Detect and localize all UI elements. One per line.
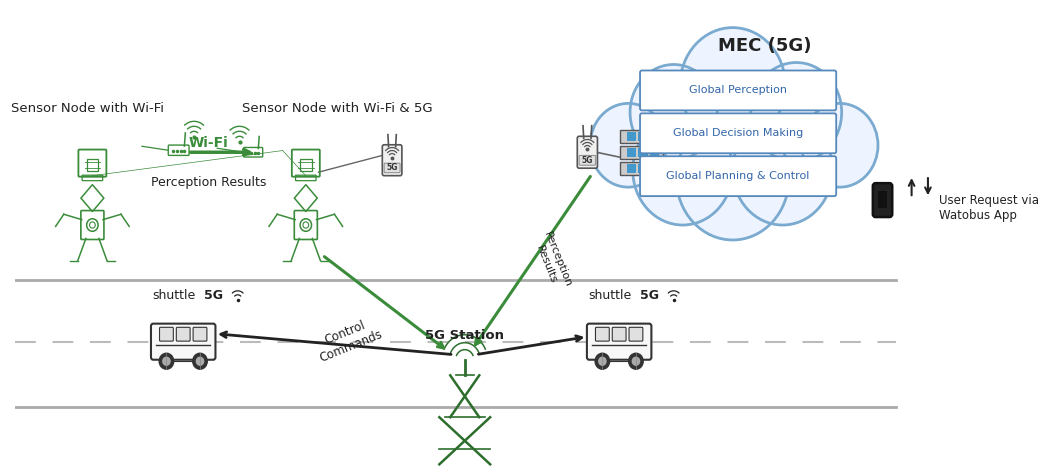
Text: 5G: 5G	[203, 289, 223, 302]
FancyBboxPatch shape	[650, 164, 659, 172]
Circle shape	[632, 357, 639, 365]
FancyBboxPatch shape	[638, 164, 648, 172]
FancyBboxPatch shape	[621, 146, 663, 159]
FancyBboxPatch shape	[612, 327, 626, 341]
Text: Perception Results: Perception Results	[150, 176, 266, 189]
Circle shape	[590, 103, 666, 187]
FancyBboxPatch shape	[587, 324, 652, 360]
Text: Wi-Fi: Wi-Fi	[189, 136, 228, 150]
Text: shuttle: shuttle	[152, 289, 196, 302]
Text: 5G: 5G	[582, 156, 593, 165]
FancyBboxPatch shape	[640, 70, 836, 110]
Circle shape	[630, 64, 718, 160]
Circle shape	[163, 357, 170, 365]
FancyBboxPatch shape	[193, 327, 207, 341]
Text: Global Decision Making: Global Decision Making	[673, 128, 803, 138]
Circle shape	[633, 115, 732, 225]
Text: MEC (5G): MEC (5G)	[718, 37, 811, 55]
Text: Global Planning & Control: Global Planning & Control	[666, 171, 809, 181]
Text: Global Perception: Global Perception	[689, 86, 787, 95]
Text: Sensor Node with Wi-Fi: Sensor Node with Wi-Fi	[11, 102, 165, 115]
FancyBboxPatch shape	[627, 132, 636, 141]
FancyBboxPatch shape	[650, 148, 659, 157]
Text: 5G Station: 5G Station	[426, 329, 504, 342]
Circle shape	[676, 117, 789, 240]
FancyBboxPatch shape	[638, 132, 648, 141]
Circle shape	[596, 353, 610, 369]
FancyBboxPatch shape	[640, 156, 836, 196]
Text: shuttle: shuttle	[588, 289, 632, 302]
Circle shape	[160, 353, 174, 369]
Text: 5G: 5G	[639, 289, 658, 302]
Text: Control
Commands: Control Commands	[312, 313, 384, 365]
FancyBboxPatch shape	[383, 145, 402, 176]
Circle shape	[196, 357, 203, 365]
Text: Perception
Results: Perception Results	[531, 230, 573, 293]
FancyBboxPatch shape	[577, 136, 598, 168]
FancyBboxPatch shape	[160, 327, 173, 341]
FancyBboxPatch shape	[878, 191, 887, 208]
Circle shape	[193, 353, 208, 369]
FancyBboxPatch shape	[627, 164, 636, 172]
FancyBboxPatch shape	[650, 132, 659, 141]
Circle shape	[680, 28, 785, 143]
FancyBboxPatch shape	[579, 156, 596, 165]
FancyBboxPatch shape	[640, 113, 836, 153]
Text: 5G: 5G	[386, 164, 397, 172]
Text: User Request via
Watobus App: User Request via Watobus App	[939, 194, 1039, 222]
FancyBboxPatch shape	[629, 327, 642, 341]
Circle shape	[629, 353, 644, 369]
FancyBboxPatch shape	[176, 327, 190, 341]
Circle shape	[751, 63, 842, 162]
Circle shape	[599, 357, 606, 365]
FancyBboxPatch shape	[151, 324, 216, 360]
FancyBboxPatch shape	[627, 148, 636, 157]
Circle shape	[732, 115, 832, 225]
FancyBboxPatch shape	[638, 148, 648, 157]
FancyBboxPatch shape	[873, 183, 892, 217]
FancyBboxPatch shape	[384, 163, 401, 172]
FancyBboxPatch shape	[621, 130, 663, 143]
FancyBboxPatch shape	[596, 327, 609, 341]
FancyBboxPatch shape	[621, 162, 663, 175]
Text: Sensor Node with Wi-Fi & 5G: Sensor Node with Wi-Fi & 5G	[242, 102, 433, 115]
Circle shape	[802, 103, 878, 187]
